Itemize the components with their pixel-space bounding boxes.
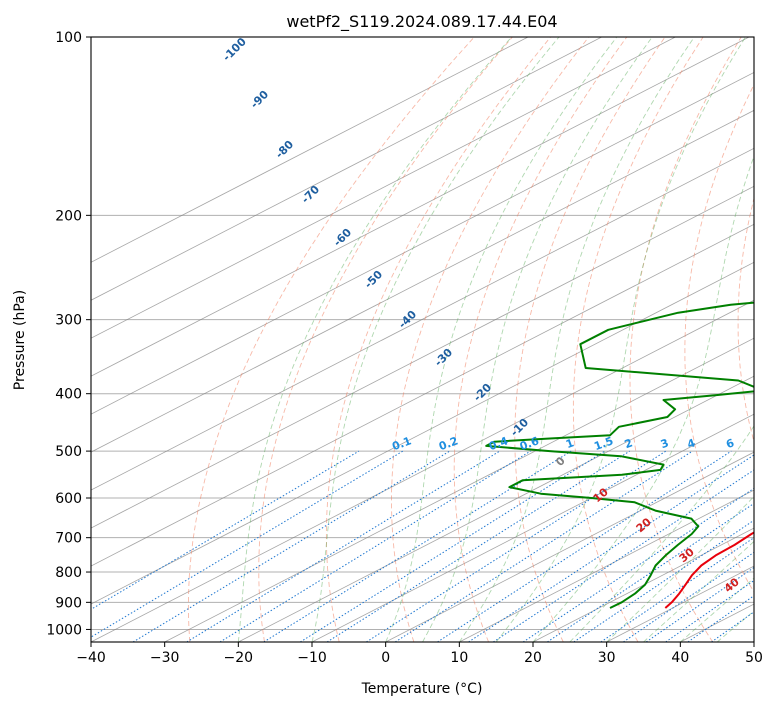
y-axis-label: Pressure (hPa): [12, 290, 28, 390]
isotherm-line: [91, 37, 529, 263]
mixing-ratio-line: [522, 487, 754, 642]
isotherm-line: [91, 299, 754, 642]
mixing-ratio-line: [394, 450, 693, 642]
dry-adiabat-line: [514, 37, 666, 642]
y-tick-label: 1000: [46, 622, 82, 638]
dewpoint-profile-line: [485, 301, 754, 609]
mixing-ratio-line: [573, 519, 754, 642]
dry-adiabat-line: [391, 37, 590, 642]
plot-frame: [90, 36, 755, 643]
y-tick-label: 700: [55, 531, 82, 547]
moist-adiabat-line: [532, 155, 754, 642]
isotherm-line: [91, 109, 754, 453]
moist-adiabat-line: [606, 495, 754, 642]
y-tick-label: 500: [55, 444, 82, 460]
moist-adiabat-line: [458, 37, 695, 642]
mixing-ratio-line: [132, 450, 450, 642]
isotherm-line: [91, 37, 750, 377]
x-tick-label: −40: [76, 650, 106, 666]
isotherm-line: [532, 527, 754, 642]
mixing-ratio-label: 3: [659, 436, 671, 451]
mixing-ratio-label: 6: [724, 436, 736, 451]
isotherm-line: [91, 185, 754, 529]
isotherm-line: [753, 641, 754, 642]
mixing-ratio-line: [437, 450, 732, 642]
x-tick-label: −20: [224, 650, 254, 666]
isotherm-line: [91, 147, 754, 491]
dry-adiabat-line: [453, 37, 628, 642]
mixing-ratio-label: 2: [623, 436, 635, 451]
mixing-ratio-label: 0.1: [390, 434, 413, 453]
y-tick-label: 300: [55, 313, 82, 329]
x-tick-label: −30: [150, 650, 180, 666]
isotherm-line: [311, 413, 754, 642]
isotherm-line: [91, 37, 602, 301]
x-tick-label: 40: [671, 650, 689, 666]
mixing-ratio-label: 1.5: [592, 434, 615, 453]
y-tick-label: 200: [55, 208, 82, 224]
dry-adiabat-line: [629, 37, 742, 642]
moist-adiabat-line: [422, 37, 653, 642]
y-tick-label: 100: [55, 30, 82, 46]
y-tick-label: 400: [55, 387, 82, 403]
mixing-ratio-line: [600, 537, 754, 642]
isotherm-line: [91, 261, 754, 605]
isotherm-line: [164, 337, 754, 642]
x-tick-label: 0: [381, 650, 390, 666]
mixing-ratio-label: 0.6: [518, 434, 541, 453]
mixing-ratio-label: 0.4: [487, 434, 510, 453]
dry-adiabat-line: [325, 37, 551, 642]
dry-adiabat-line: [684, 83, 754, 593]
mixing-ratio-line: [91, 450, 404, 638]
y-tick-label: 600: [55, 491, 82, 507]
mixing-ratio-line: [326, 450, 630, 642]
mixing-ratio-label: 0.2: [437, 434, 460, 453]
moist-adiabat-line: [311, 37, 560, 642]
y-tick-label: 900: [55, 595, 82, 611]
mixing-ratio-label: 4: [685, 436, 697, 451]
mixing-ratio-line: [219, 450, 531, 642]
x-tick-label: 50: [745, 650, 763, 666]
isotherm-line: [385, 451, 754, 642]
x-tick-label: −10: [297, 650, 327, 666]
moist-adiabat-line: [385, 37, 618, 642]
plot-area: [91, 37, 754, 642]
mixing-ratio-line: [186, 450, 500, 642]
y-tick-label: 800: [55, 565, 82, 581]
isotherm-line: [238, 375, 754, 642]
moist-adiabat-line: [237, 37, 512, 642]
mixing-ratio-line: [91, 450, 360, 610]
temperature-profile-line: [664, 531, 754, 609]
moist-adiabat-line: [680, 577, 754, 642]
moist-adiabat-line: [569, 425, 754, 642]
moist-adiabat-line: [495, 37, 746, 642]
mixing-ratio-line: [623, 551, 754, 642]
mixing-ratio-label: 8: [753, 436, 765, 451]
mixing-ratio-label: 1: [564, 436, 576, 451]
isotherm-line: [459, 489, 754, 642]
x-tick-label: 30: [598, 650, 616, 666]
x-tick-label: 10: [450, 650, 468, 666]
isotherm-line: [91, 37, 676, 339]
isotherm-line: [91, 223, 754, 567]
mixing-ratio-line: [263, 450, 572, 642]
mixing-ratio-line: [547, 502, 754, 642]
dry-adiabat-line: [258, 37, 513, 642]
chart-title: wetPf2_S119.2024.089.17.44.E04: [286, 12, 557, 32]
x-axis-label: Temperature (°C): [361, 681, 483, 697]
dry-adiabat-line: [187, 37, 475, 642]
mixing-ratio-line: [299, 450, 606, 642]
x-tick-label: 20: [524, 650, 542, 666]
isotherm-line: [91, 71, 754, 415]
